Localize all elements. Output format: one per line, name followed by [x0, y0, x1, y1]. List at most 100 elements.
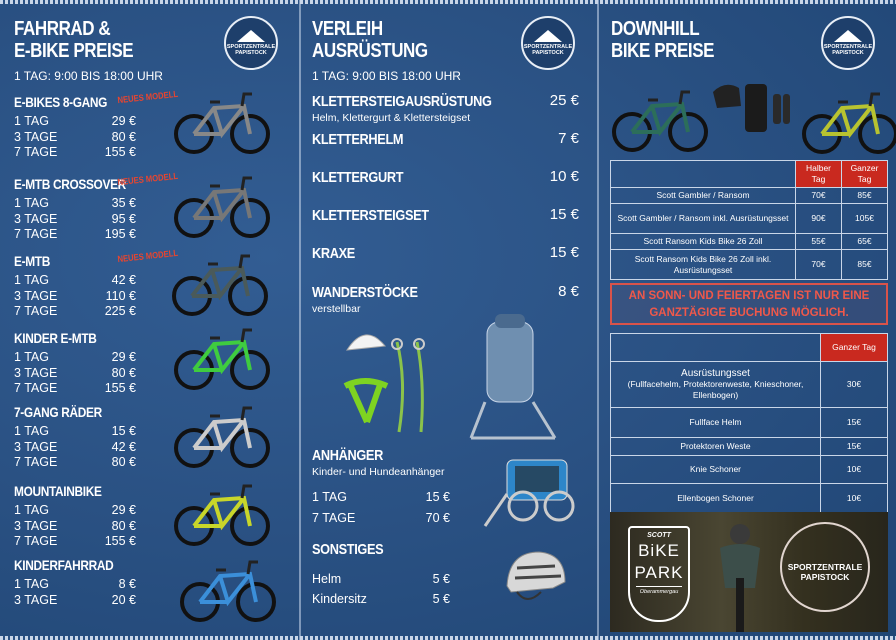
equipment-price: 10 €	[549, 168, 579, 185]
price: 29 €	[111, 350, 136, 364]
downhill-bike-price-table: Halber Tag Ganzer Tag Scott Gambler / Ra…	[610, 160, 888, 280]
price-row: 7 TAGE 155 €	[14, 145, 136, 159]
duration: 7 TAGE	[14, 534, 58, 548]
price-row: 3 TAGE 80 €	[14, 366, 136, 380]
price: 195 €	[104, 227, 136, 241]
duration: 7 TAGE	[14, 227, 58, 241]
half-day-price: 55€	[795, 233, 842, 250]
bikepark-banner: SCOTT BiKE PARK Oberammergau SPORTZENTRA…	[610, 512, 888, 632]
item-detail: (Fullfacehelm, Protektorenweste, Kniesch…	[627, 379, 804, 400]
duration: 3 TAGE	[14, 211, 58, 226]
trailer-title: ANHÄNGER	[312, 447, 383, 464]
table-row: Ellenbogen Schoner 10€	[610, 483, 888, 514]
duration: 7 TAGE	[14, 381, 58, 395]
bike-name: Scott Ransom Kids Bike 26 Zoll inkl. Aus…	[610, 249, 796, 280]
half-day-price: 70€	[795, 187, 842, 204]
page-title: FAHRRAD & E-BIKE PREISE	[14, 18, 134, 62]
item-name: Knie Schoner	[689, 464, 742, 474]
price-row: 7 TAGE 70 €	[312, 511, 450, 525]
sportzentrale-logo: SPORTZENTRALE PAPISTOCK	[224, 16, 278, 70]
price-row: 7 TAGE 225 €	[14, 304, 136, 318]
equipment-note: verstellbar	[312, 303, 361, 315]
duration: 3 TAGE	[14, 592, 58, 607]
full-day-price: 10€	[820, 455, 888, 484]
page-title: VERLEIH AUSRÜSTUNG	[312, 18, 428, 62]
price: 20 €	[111, 592, 136, 607]
bike-image	[802, 92, 896, 154]
sportzentrale-logo-large: SPORTZENTRALE PAPISTOCK	[780, 522, 870, 612]
price: 35 €	[111, 196, 136, 210]
price: 15 €	[111, 424, 136, 438]
bike-image	[174, 328, 270, 390]
equipment-name: KRAXE	[312, 245, 355, 262]
climbing-gear-image	[343, 334, 425, 433]
child-carrier-image	[469, 314, 557, 440]
price: 110 €	[105, 288, 136, 303]
bike-name: Scott Gambler / Ransom inkl. Ausrüstungs…	[610, 203, 796, 234]
price-row: 1 TAG 15 €	[14, 424, 136, 438]
price: 5 €	[432, 592, 450, 606]
sportzentrale-logo: SPORTZENTRALE PAPISTOCK	[521, 16, 575, 70]
trailer-note: Kinder- und Hundeanhänger	[312, 466, 445, 478]
duration: 1 TAG	[14, 350, 49, 364]
duration: 3 TAGE	[14, 288, 58, 303]
bike-image	[174, 406, 270, 468]
section-title: E-BIKES 8-GANG	[14, 94, 108, 110]
equipment-price: 8 €	[558, 283, 579, 300]
item-name: Protektoren Weste	[680, 441, 751, 451]
bike-image	[174, 176, 270, 238]
section-title: KINDERFAHRRAD	[14, 557, 114, 573]
price: 29 €	[111, 503, 136, 517]
duration: 3 TAGE	[14, 518, 58, 533]
new-model-badge: NEUES MODELL	[117, 88, 179, 106]
price: 80 €	[111, 129, 136, 144]
price-row: 7 TAGE 155 €	[14, 381, 136, 395]
full-day-price: 85€	[841, 249, 888, 280]
price-row: 3 TAGE 95 €	[14, 212, 136, 226]
bike-prices-column: FAHRRAD & E-BIKE PREISE SPORTZENTRALE PAPI…	[0, 0, 298, 640]
equipment-price: 15 €	[549, 244, 579, 261]
price-row: 7 TAGE 195 €	[14, 227, 136, 241]
price-row: 1 TAG 35 €	[14, 196, 136, 210]
downhill-column: DOWNHILL BIKE PREISE SPORTZENTRALE PAPISTO…	[597, 0, 896, 640]
price-row: 1 TAG 29 €	[14, 114, 136, 128]
bike-image	[174, 92, 270, 154]
price: 155 €	[104, 145, 136, 159]
item-name: Ausrüstungsset	[681, 368, 750, 379]
price-row: 3 TAGE 110 €	[14, 289, 136, 303]
header-full-day: Ganzer Tag	[841, 160, 888, 188]
section-title: MOUNTAINBIKE	[14, 483, 102, 499]
price-row: 3 TAGE 80 €	[14, 130, 136, 144]
equipment-price: 25 €	[549, 92, 579, 109]
opening-hours: 1 TAG: 9:00 BIS 18:00 UHR	[14, 69, 163, 83]
item-name: Ellenbogen Schoner	[677, 493, 754, 503]
duration: 1 TAG	[14, 577, 49, 591]
section-title: 7-GANG RÄDER	[14, 404, 102, 420]
table-row: Scott Gambler / Ransom inkl. Ausrüstungs…	[610, 203, 888, 234]
table-row: Scott Gambler / Ransom 70€ 85€	[610, 187, 888, 204]
trailer-image	[483, 459, 575, 527]
price: 29 €	[111, 114, 136, 128]
column-divider	[299, 0, 301, 640]
price: 95 €	[111, 211, 136, 226]
full-day-price: 105€	[841, 203, 888, 234]
equipment-name: KLETTERSTEIGSET	[312, 207, 429, 224]
protector-gear-image	[713, 84, 790, 132]
price-row: 7 TAGE 80 €	[14, 455, 136, 469]
section-title: E-MTB	[14, 253, 50, 269]
duration: 1 TAG	[14, 114, 49, 128]
full-day-price: 65€	[841, 233, 888, 250]
bike-image	[172, 254, 268, 316]
full-day-price: 10€	[820, 483, 888, 514]
equipment-name: WANDERSTÖCKE	[312, 284, 418, 301]
price: 70 €	[425, 511, 450, 525]
header-blank	[610, 160, 796, 188]
bike-image	[612, 90, 708, 152]
bikepark-logo: SCOTT BiKE PARK Oberammergau	[628, 526, 690, 622]
duration: 3 TAGE	[14, 129, 58, 144]
top-border	[0, 0, 896, 4]
header-full-day: Ganzer Tag	[820, 333, 888, 362]
duration: 3 TAGE	[14, 365, 58, 380]
opening-hours: 1 TAG: 9:00 BIS 18:00 UHR	[312, 69, 461, 83]
price: 42 €	[111, 273, 136, 287]
